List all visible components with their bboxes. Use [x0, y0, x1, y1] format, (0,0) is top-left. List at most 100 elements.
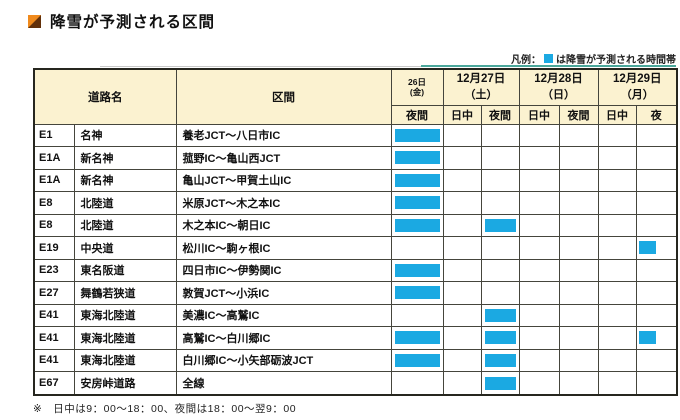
period-header: 日中 — [597, 104, 637, 125]
road-name-header: 道路名 — [33, 68, 177, 125]
snow-time-cell — [480, 213, 520, 238]
period-header: 夜間 — [390, 104, 444, 125]
snow-time-cell — [390, 168, 444, 193]
snow-time-cell — [635, 371, 678, 396]
snow-time-cell — [597, 258, 637, 283]
snow-time-cell — [558, 168, 599, 193]
snow-time-cell — [558, 348, 599, 373]
snow-time-cell — [442, 371, 482, 396]
road-name-cell: 名神 — [73, 123, 177, 148]
date-header-27: 12月27日 （土） — [442, 68, 520, 106]
snow-time-cell — [442, 236, 482, 260]
snow-forecast-bar — [394, 173, 440, 187]
snow-time-cell — [480, 191, 520, 215]
snow-time-cell — [390, 146, 444, 170]
table-row: E23 東名阪道 四日市IC～伊勢関IC — [33, 258, 678, 283]
day-label: （日） — [542, 88, 575, 101]
table-row: E41 東海北陸道 高鷲IC～白川郷IC — [33, 326, 678, 350]
snow-time-cell — [518, 281, 560, 305]
table-row: E1 名神 養老JCT～八日市IC — [33, 123, 678, 148]
snow-time-cell — [558, 191, 599, 215]
snow-forecast-bar — [394, 128, 440, 142]
snow-time-cell — [558, 123, 599, 148]
table-row: E8 北陸道 米原JCT～木之本IC — [33, 191, 678, 215]
date-label: 12月28日 — [534, 73, 583, 86]
snow-time-cell — [390, 236, 444, 260]
snow-forecast-bar — [394, 263, 440, 277]
road-code-cell: E19 — [33, 236, 75, 260]
road-code-cell: E41 — [33, 348, 75, 373]
snow-time-cell — [518, 371, 560, 396]
snow-time-cell — [635, 168, 678, 193]
snow-time-cell — [558, 371, 599, 396]
date-label: 12月29日 — [612, 73, 662, 86]
section-cell: 全線 — [175, 371, 392, 396]
snow-time-cell — [442, 168, 482, 193]
snow-forecast-bar — [394, 286, 440, 300]
road-name-cell: 舞鶴若狭道 — [73, 281, 177, 305]
snow-time-cell — [558, 146, 599, 170]
snow-time-cell — [442, 191, 482, 215]
snow-time-cell — [480, 146, 520, 170]
snow-time-cell — [597, 123, 637, 148]
snow-time-cell — [442, 348, 482, 373]
day-label: （月） — [620, 88, 654, 101]
snow-time-cell — [480, 326, 520, 350]
snow-time-cell — [442, 213, 482, 238]
section-cell: 松川IC～駒ヶ根IC — [175, 236, 392, 260]
day-label: （土） — [464, 88, 498, 101]
snow-time-cell — [480, 371, 520, 396]
snow-time-cell — [635, 213, 678, 238]
snow-time-cell — [597, 303, 637, 328]
period-header: 夜間 — [480, 104, 520, 125]
snow-time-cell — [390, 191, 444, 215]
table-row: E27 舞鶴若狭道 敦賀JCT～小浜IC — [33, 281, 678, 305]
snow-time-cell — [558, 258, 599, 283]
table-row: E41 東海北陸道 白川郷IC～小矢部砺波JCT — [33, 348, 678, 373]
snow-time-cell — [635, 348, 678, 373]
legend: 凡例： は降雪が予測される時間帯 — [511, 51, 676, 66]
snow-time-cell — [635, 236, 678, 260]
road-name-cell: 北陸道 — [73, 213, 177, 238]
snow-time-cell — [635, 123, 678, 148]
page-header: 降雪が予測される区間 — [28, 10, 215, 32]
snow-time-cell — [480, 236, 520, 260]
snow-time-cell — [480, 258, 520, 283]
snow-time-cell — [635, 146, 678, 170]
snow-time-cell — [518, 348, 560, 373]
snow-forecast-bar — [484, 331, 516, 345]
snow-time-cell — [390, 213, 444, 238]
road-name-cell: 東名阪道 — [73, 258, 177, 283]
table-row: E1A 新名神 亀山JCT～甲賀土山IC — [33, 168, 678, 193]
snow-time-cell — [635, 281, 678, 305]
snow-time-cell — [442, 123, 482, 148]
road-name-cell: 新名神 — [73, 168, 177, 193]
snow-time-cell — [597, 281, 637, 305]
snow-forecast-bar — [484, 353, 516, 367]
snow-forecast-bar — [484, 218, 516, 232]
section-cell: 米原JCT～木之本IC — [175, 191, 392, 215]
snow-forecast-bar — [484, 308, 516, 322]
snow-time-cell — [518, 146, 560, 170]
snow-time-cell — [480, 123, 520, 148]
snow-time-cell — [518, 191, 560, 215]
table-row: E19 中央道 松川IC～駒ヶ根IC — [33, 236, 678, 260]
road-name-cell: 東海北陸道 — [73, 303, 177, 328]
road-code-cell: E1A — [33, 168, 75, 193]
snow-forecast-bar — [394, 218, 440, 232]
snow-time-cell — [597, 371, 637, 396]
header-row-dates: 道路名 区間 26日 (金) 12月27日 （土） 12月28日 （日） 12月… — [33, 68, 678, 125]
snow-time-cell — [518, 123, 560, 148]
snow-time-cell — [390, 258, 444, 283]
legend-prefix: 凡例： — [511, 55, 541, 66]
section-cell: 木之本IC～朝日IC — [175, 213, 392, 238]
section-cell: 亀山JCT～甲賀土山IC — [175, 168, 392, 193]
table-body: E1 名神 養老JCT～八日市IC E1A 新名神 菰野IC～亀山西JCT E1A 新名神 亀山… — [33, 123, 678, 396]
snow-time-cell — [518, 326, 560, 350]
road-code-cell: E1 — [33, 123, 75, 148]
snow-forecast-bar — [484, 376, 516, 390]
period-header: 日中 — [518, 104, 560, 125]
road-code-cell: E1A — [33, 146, 75, 170]
page-title: 降雪が予測される区間 — [50, 14, 216, 31]
snow-time-cell — [518, 258, 560, 283]
